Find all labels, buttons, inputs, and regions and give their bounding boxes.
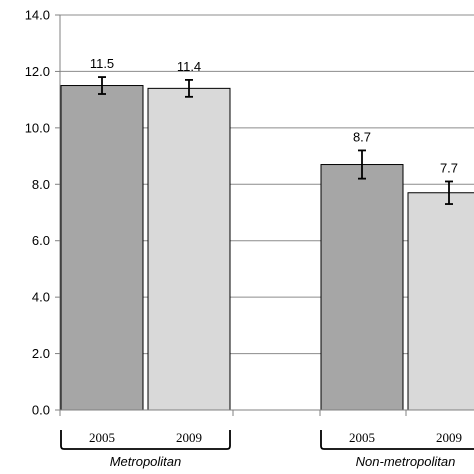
bar-non-metropolitan-2005 (320, 164, 404, 411)
y-tick-label: 4.0 (32, 290, 50, 305)
group-bracket (320, 430, 474, 450)
bars (60, 85, 474, 411)
bar-metropolitan-2009 (147, 87, 231, 411)
x-axis-ticks (59, 410, 407, 416)
data-label: 8.7 (353, 129, 371, 144)
data-label: 11.4 (177, 59, 201, 74)
year-label: 2009 (176, 430, 202, 445)
group-labels: Metropolitan Non-metropolitan (110, 454, 456, 469)
y-tick-label: 12.0 (25, 64, 50, 79)
year-label: 2005 (349, 430, 375, 445)
group-bracket (60, 430, 231, 450)
y-tick-label: 6.0 (32, 233, 50, 248)
error-bars (98, 76, 453, 205)
y-tick-label: 14.0 (25, 8, 50, 23)
data-label: 11.5 (90, 56, 114, 71)
group-label: Metropolitan (110, 454, 182, 469)
y-tick-label: 8.0 (32, 177, 50, 192)
y-tick-label: 10.0 (25, 120, 50, 135)
year-label: 2009 (436, 430, 462, 445)
bar-non-metropolitan-2009 (407, 192, 474, 411)
group-brackets (60, 430, 474, 450)
group-label: Non-metropolitan (356, 454, 456, 469)
y-axis-ticks: 0.0 2.0 4.0 6.0 8.0 10.0 12.0 14.0 (25, 8, 60, 418)
year-label: 2005 (89, 430, 115, 445)
data-labels: 11.5 11.4 8.7 7.7 (90, 56, 458, 175)
y-tick-label: 2.0 (32, 346, 50, 361)
y-tick-label: 0.0 (32, 403, 50, 418)
data-label: 7.7 (440, 160, 458, 175)
category-labels: 2005 2009 2005 2009 (89, 430, 462, 445)
bar-metropolitan-2005 (60, 85, 144, 411)
